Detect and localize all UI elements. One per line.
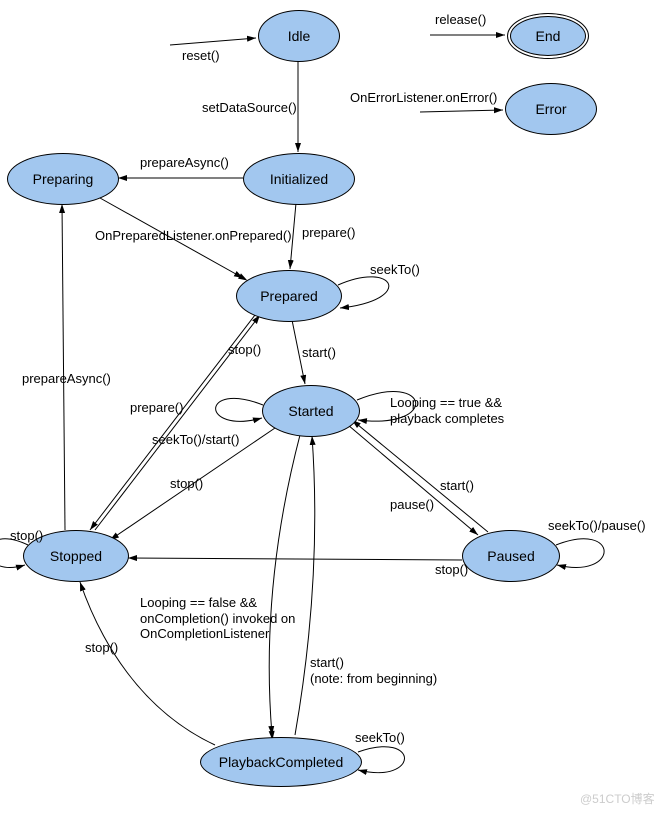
label-seekto-pause: seekTo()/pause(): [548, 518, 646, 533]
node-label: Idle: [288, 28, 311, 44]
label-release: release(): [435, 12, 486, 27]
label-start-pc: start()(note: from beginning): [310, 655, 460, 686]
label-reset: reset(): [182, 48, 220, 63]
label-start-paused: start(): [440, 478, 474, 493]
label-onprepared: OnPreparedListener.onPrepared(): [95, 228, 292, 243]
label-prepare: prepare(): [302, 225, 355, 240]
state-prepared: Prepared: [236, 270, 342, 322]
label-stop-prepared: stop(): [228, 342, 261, 357]
node-label: Paused: [487, 548, 534, 564]
state-initialized: Initialized: [243, 153, 355, 205]
label-seekto-prepared: seekTo(): [370, 262, 420, 277]
label-looping-true: Looping == true &&playback completes: [390, 395, 550, 426]
state-paused: Paused: [462, 530, 560, 582]
label-prepareasync-top: prepareAsync(): [140, 155, 229, 170]
label-seekto-start: seekTo()/start(): [152, 432, 239, 447]
label-setdatasource: setDataSource(): [202, 100, 297, 115]
state-started: Started: [262, 385, 360, 437]
label-stop-paused: stop(): [435, 562, 468, 577]
label-prepare-left: prepare(): [130, 400, 183, 415]
node-label: PlaybackCompleted: [219, 754, 344, 770]
label-prepareasync-left: prepareAsync(): [22, 371, 111, 386]
label-onerror: OnErrorListener.onError(): [350, 90, 497, 105]
node-label: Prepared: [260, 288, 318, 304]
node-label: End: [536, 28, 561, 44]
node-label: Stopped: [50, 548, 102, 564]
state-idle: Idle: [258, 10, 340, 62]
label-stop-pc: stop(): [85, 640, 118, 655]
label-stop-started: stop(): [170, 476, 203, 491]
node-label: Preparing: [33, 171, 94, 187]
node-label: Started: [288, 403, 333, 419]
state-playbackcompleted: PlaybackCompleted: [200, 737, 362, 787]
label-looping-false: Looping == false &&onCompletion() invoke…: [140, 595, 340, 642]
watermark: @51CTO博客: [580, 790, 655, 807]
state-preparing: Preparing: [7, 153, 119, 205]
node-label: Error: [535, 101, 566, 117]
label-seekto-pc: seekTo(): [355, 730, 405, 745]
node-label: Initialized: [270, 171, 328, 187]
label-stop-self: stop(): [10, 528, 43, 543]
state-end: End: [507, 13, 589, 59]
label-start-prepared: start(): [302, 345, 336, 360]
label-pause: pause(): [390, 497, 434, 512]
state-error: Error: [505, 83, 597, 135]
